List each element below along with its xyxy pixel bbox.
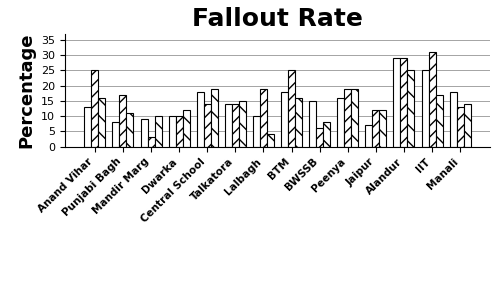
Bar bbox=[98, 98, 105, 147]
Bar bbox=[204, 104, 211, 147]
Bar bbox=[260, 89, 267, 147]
Bar bbox=[281, 92, 288, 147]
Bar bbox=[84, 107, 91, 147]
Bar bbox=[288, 70, 295, 147]
Bar bbox=[400, 58, 407, 147]
Bar bbox=[211, 89, 218, 147]
Bar bbox=[366, 125, 372, 147]
Bar bbox=[316, 128, 323, 147]
Bar bbox=[225, 104, 232, 147]
Bar bbox=[295, 98, 302, 147]
Bar bbox=[428, 52, 436, 147]
Bar bbox=[112, 122, 119, 147]
Bar bbox=[372, 110, 380, 147]
Bar bbox=[92, 70, 98, 147]
Bar bbox=[176, 116, 182, 147]
Bar bbox=[168, 116, 175, 147]
Bar bbox=[126, 113, 134, 147]
Bar bbox=[408, 70, 414, 147]
Bar bbox=[464, 104, 470, 147]
Bar bbox=[196, 92, 203, 147]
Bar bbox=[232, 104, 239, 147]
Bar bbox=[154, 116, 162, 147]
Bar bbox=[422, 70, 428, 147]
Bar bbox=[344, 89, 352, 147]
Bar bbox=[148, 138, 154, 147]
Bar bbox=[456, 107, 464, 147]
Bar bbox=[450, 92, 456, 147]
Bar bbox=[267, 135, 274, 147]
Bar bbox=[309, 101, 316, 147]
Bar bbox=[436, 95, 442, 147]
Bar bbox=[323, 122, 330, 147]
Bar bbox=[394, 58, 400, 147]
Bar bbox=[352, 89, 358, 147]
Bar bbox=[120, 95, 126, 147]
Bar bbox=[337, 98, 344, 147]
Y-axis label: Percentage: Percentage bbox=[18, 32, 36, 148]
Bar bbox=[140, 119, 147, 147]
Title: Fallout Rate: Fallout Rate bbox=[192, 6, 363, 30]
Bar bbox=[253, 116, 260, 147]
Bar bbox=[182, 110, 190, 147]
Bar bbox=[380, 110, 386, 147]
Bar bbox=[239, 101, 246, 147]
